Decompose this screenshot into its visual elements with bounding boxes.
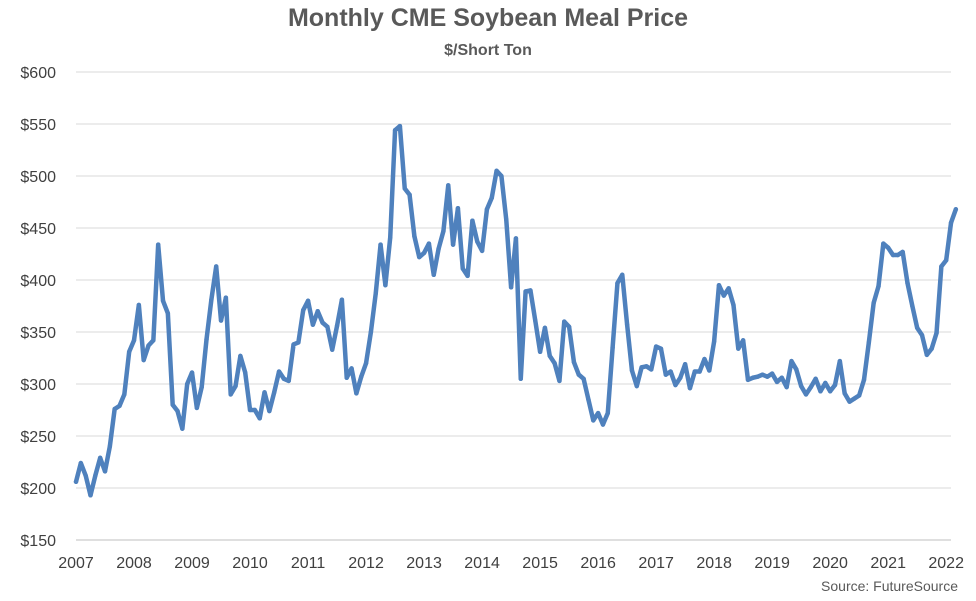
source-note: Source: FutureSource — [821, 578, 958, 594]
y-tick-label: $250 — [20, 429, 56, 446]
y-tick-label: $500 — [20, 169, 56, 186]
chart-subtitle: $/Short Ton — [444, 42, 532, 59]
y-tick-label: $350 — [20, 325, 56, 342]
x-tick-label: 2018 — [696, 555, 732, 572]
x-tick-label: 2009 — [174, 555, 210, 572]
y-tick-label: $300 — [20, 377, 56, 394]
gridlines — [76, 71, 951, 541]
x-tick-label: 2014 — [464, 555, 500, 572]
x-tick-label: 2021 — [870, 555, 906, 572]
y-axis: $150 $200 $250 $300 $350 $400 $450 $500 $550 $600 — [20, 65, 56, 550]
x-tick-label: 2016 — [580, 555, 616, 572]
y-tick-label: $450 — [20, 221, 56, 238]
x-tick-label: 2011 — [291, 555, 326, 572]
x-tick-label: 2017 — [638, 555, 674, 572]
x-tick-label: 2010 — [232, 555, 268, 572]
x-tick-label: 2007 — [58, 555, 94, 572]
y-tick-label: $200 — [20, 481, 56, 498]
x-tick-label: 2019 — [754, 555, 790, 572]
data-points — [73, 123, 959, 498]
y-tick-label: $150 — [20, 533, 56, 550]
chart-title: Monthly CME Soybean Meal Price — [287, 4, 689, 32]
x-axis: 2007 2008 2009 2010 2011 2012 2013 2014 2015 2016… — [58, 555, 964, 572]
x-tick-label: 2022 — [928, 555, 964, 572]
x-tick-label: 2013 — [406, 555, 442, 572]
y-tick-label: $600 — [20, 65, 56, 82]
x-tick-label: 2015 — [522, 555, 558, 572]
y-tick-label: $550 — [20, 117, 56, 134]
x-tick-label: 2012 — [348, 555, 384, 572]
series-line — [73, 123, 959, 498]
x-tick-label: 2008 — [116, 555, 152, 572]
y-tick-label: $400 — [20, 273, 56, 290]
x-tick-label: 2020 — [812, 555, 848, 572]
